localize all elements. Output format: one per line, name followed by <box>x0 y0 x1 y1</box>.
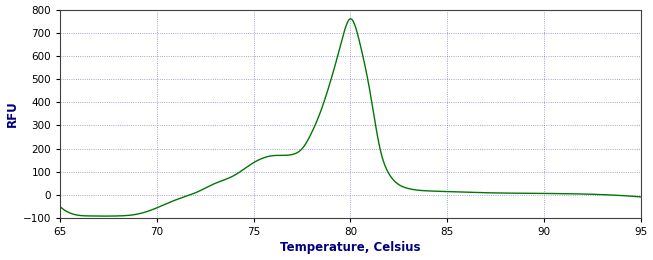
X-axis label: Temperature, Celsius: Temperature, Celsius <box>280 242 421 255</box>
Y-axis label: RFU: RFU <box>6 101 18 127</box>
